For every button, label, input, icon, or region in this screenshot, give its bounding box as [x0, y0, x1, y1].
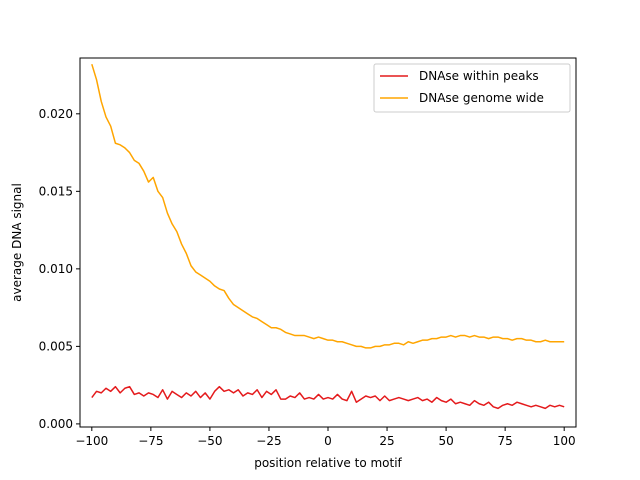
x-tick-label: −25 — [256, 434, 281, 448]
series-line-genome — [91, 63, 565, 349]
x-tick-label: 25 — [379, 434, 394, 448]
y-tick-label: 0.000 — [39, 417, 73, 431]
y-tick-label: 0.015 — [39, 184, 73, 198]
y-tick-label: 0.010 — [39, 262, 73, 276]
x-axis-ticks: −100 −75 −50 −25 0 25 50 75 100 — [75, 427, 576, 448]
x-tick-label: 75 — [498, 434, 513, 448]
legend-label-genome: DNAse genome wide — [419, 91, 544, 105]
y-axis-label: average DNA signal — [10, 183, 24, 302]
y-tick-label: 0.005 — [39, 339, 73, 353]
x-tick-label: −75 — [138, 434, 163, 448]
x-axis-label: position relative to motif — [254, 456, 402, 470]
x-tick-label: −50 — [197, 434, 222, 448]
plot-lines — [91, 63, 565, 410]
legend-box — [373, 63, 571, 113]
legend-label-peaks: DNAse within peaks — [419, 69, 539, 83]
series-line-peaks — [91, 385, 565, 410]
x-tick-label: 0 — [324, 434, 332, 448]
x-tick-label: −100 — [75, 434, 108, 448]
x-tick-label: 100 — [553, 434, 576, 448]
x-tick-label: 50 — [438, 434, 453, 448]
legend: DNAse within peaks DNAse genome wide — [373, 63, 571, 113]
y-axis-ticks: 0.000 0.005 0.010 0.015 0.020 — [39, 107, 80, 431]
y-tick-label: 0.020 — [39, 107, 73, 121]
